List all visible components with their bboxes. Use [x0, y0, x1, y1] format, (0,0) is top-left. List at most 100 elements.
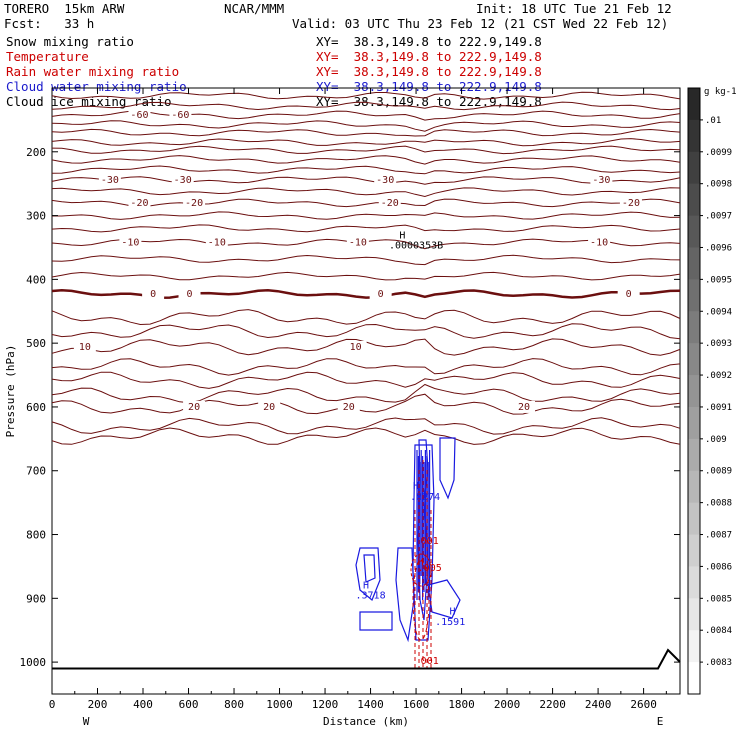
colorbar-tick-label: .0083: [705, 658, 732, 668]
temperature-contour-label: -30: [101, 175, 119, 186]
colorbar-tick-label: .0097: [705, 212, 732, 222]
contour-label-bg: [142, 288, 165, 301]
contour-label-bg: [183, 196, 206, 209]
contour-annotation: .8274: [410, 492, 440, 503]
temperature-contour-label: -60: [171, 110, 189, 121]
model-title: TORERO 15km ARW: [4, 1, 125, 16]
contour-label-bg: [171, 173, 194, 186]
contour-annotation: H: [413, 481, 419, 492]
contour-label-bg: [617, 288, 640, 301]
y-tick-label: 1000: [20, 656, 47, 669]
y-tick-label: 200: [26, 146, 46, 159]
temperature-contour-line: [51, 176, 681, 185]
temperature-contour-label: -20: [622, 198, 640, 209]
temperature-contour-label: 20: [518, 402, 530, 413]
temperature-contour-line: [51, 271, 681, 281]
temperature-contour-label: -20: [381, 198, 399, 209]
colorbar-border: [687, 87, 701, 695]
colorbar-tick-label: .0085: [705, 594, 732, 604]
colorbar-tick-label: .0093: [705, 339, 732, 349]
colorbar-tick-label: .0086: [705, 562, 732, 572]
colorbar-tick-label: .0087: [705, 531, 732, 541]
x-tick-label: 200: [88, 698, 108, 711]
cloud-water-contours: [355, 437, 461, 643]
field-xy-rain: XY= 38.3,149.8 to 222.9,149.8: [316, 64, 542, 79]
cloud-water-contour: [395, 547, 415, 643]
colorbar-segment: [688, 343, 700, 376]
x-tick-label: 0: [49, 698, 56, 711]
contour-label-bg: [513, 400, 535, 413]
valid-time: Valid: 03 UTC Thu 23 Feb 12 (21 CST Wed …: [292, 16, 669, 31]
cloud-water-contour: [359, 611, 393, 631]
temperature-contour-line: [51, 254, 681, 266]
contour-annotation: .1591: [435, 617, 465, 628]
field-xy-snow: XY= 38.3,149.8 to 222.9,149.8: [316, 34, 542, 49]
contour-label-bg: [128, 196, 151, 209]
contour-label-bg: [183, 400, 206, 413]
contour-annotation: 001: [421, 656, 439, 667]
y-tick-label: 800: [26, 529, 46, 542]
contour-label-bg: [128, 108, 151, 121]
colorbar-segment: [688, 406, 700, 440]
temperature-contour-line: [51, 427, 681, 445]
temperature-contour-label: 0: [626, 289, 632, 300]
contour-label-bg: [344, 340, 367, 353]
y-tick-label: 900: [26, 592, 46, 605]
east-label: E: [657, 715, 664, 728]
contour-annotation: 001: [421, 536, 439, 547]
contour-label-bg: [374, 173, 397, 186]
plot-border: [51, 87, 681, 695]
colorbar-segment: [688, 88, 700, 121]
field-name-snow: Snow mixing ratio: [6, 34, 134, 49]
forecast-hour: Fcst: 33 h: [4, 16, 95, 31]
contour-label-bg: [337, 400, 360, 413]
contour-label-bg: [346, 236, 369, 249]
temperature-contour-label: 0: [187, 289, 193, 300]
contour-annotation: .3718: [355, 590, 385, 601]
x-tick-label: 600: [179, 698, 199, 711]
temperature-contour-line: [51, 101, 681, 111]
temperature-contour-label: 0: [150, 289, 156, 300]
y-tick-label: 700: [26, 465, 46, 478]
x-tick-label: 1400: [357, 698, 384, 711]
colorbar-segment: [688, 279, 700, 312]
temperature-contour-label: 10: [79, 342, 91, 353]
field-xy-cloud-water: XY= 38.3,149.8 to 222.9,149.8: [316, 79, 542, 94]
temperature-contour-label: -60: [130, 110, 148, 121]
colorbar-tick-label: .0088: [705, 499, 732, 509]
x-tick-label: 1600: [403, 698, 430, 711]
temperature-contour-line: [51, 165, 681, 175]
temperature-contour-label: -20: [130, 198, 148, 209]
colorbar-segment: [688, 630, 700, 663]
colorbar-tick-label: .01: [705, 116, 721, 126]
colorbar-segment: [688, 215, 700, 248]
x-tick-label: 1800: [448, 698, 475, 711]
init-time: Init: 18 UTC Tue 21 Feb 12: [476, 1, 672, 16]
field-xy-temperature: XY= 38.3,149.8 to 222.9,149.8: [316, 49, 542, 64]
x-tick-label: 2000: [494, 698, 521, 711]
cloud-water-contour: [439, 437, 456, 500]
colorbar: .01 .0099 .0098 .0097 .0096 .0095 .0094 .0093 .0…: [687, 87, 737, 695]
colorbar-segment: [688, 375, 700, 408]
temperature-contour-line: [51, 187, 681, 198]
contour-annotation: .0000353B: [389, 241, 443, 252]
temperature-contour-line: [51, 128, 681, 137]
temperature-contour-label: -30: [376, 175, 394, 186]
temperature-contour-line: [51, 120, 681, 132]
contour-label-bg: [590, 173, 613, 186]
contour-annotation: .005: [418, 563, 442, 574]
y-axis-title: Pressure (hPa): [4, 345, 17, 438]
temperature-contour-label: 20: [188, 402, 200, 413]
contour-annotation: H: [363, 581, 369, 592]
temperature-contour-line: [51, 417, 681, 435]
temperature-contour-line: [51, 358, 681, 376]
colorbar-segment: [688, 470, 700, 504]
contour-label-bg: [588, 236, 611, 249]
colorbar-tick-label: .009: [705, 435, 727, 445]
x-tick-label: 1200: [312, 698, 339, 711]
x-tick-label: 2600: [630, 698, 657, 711]
west-label: W: [83, 715, 90, 728]
field-name-temperature: Temperature: [6, 49, 89, 64]
x-axis-title: Distance (km): [323, 715, 409, 728]
temperature-contour-label: 20: [263, 402, 275, 413]
